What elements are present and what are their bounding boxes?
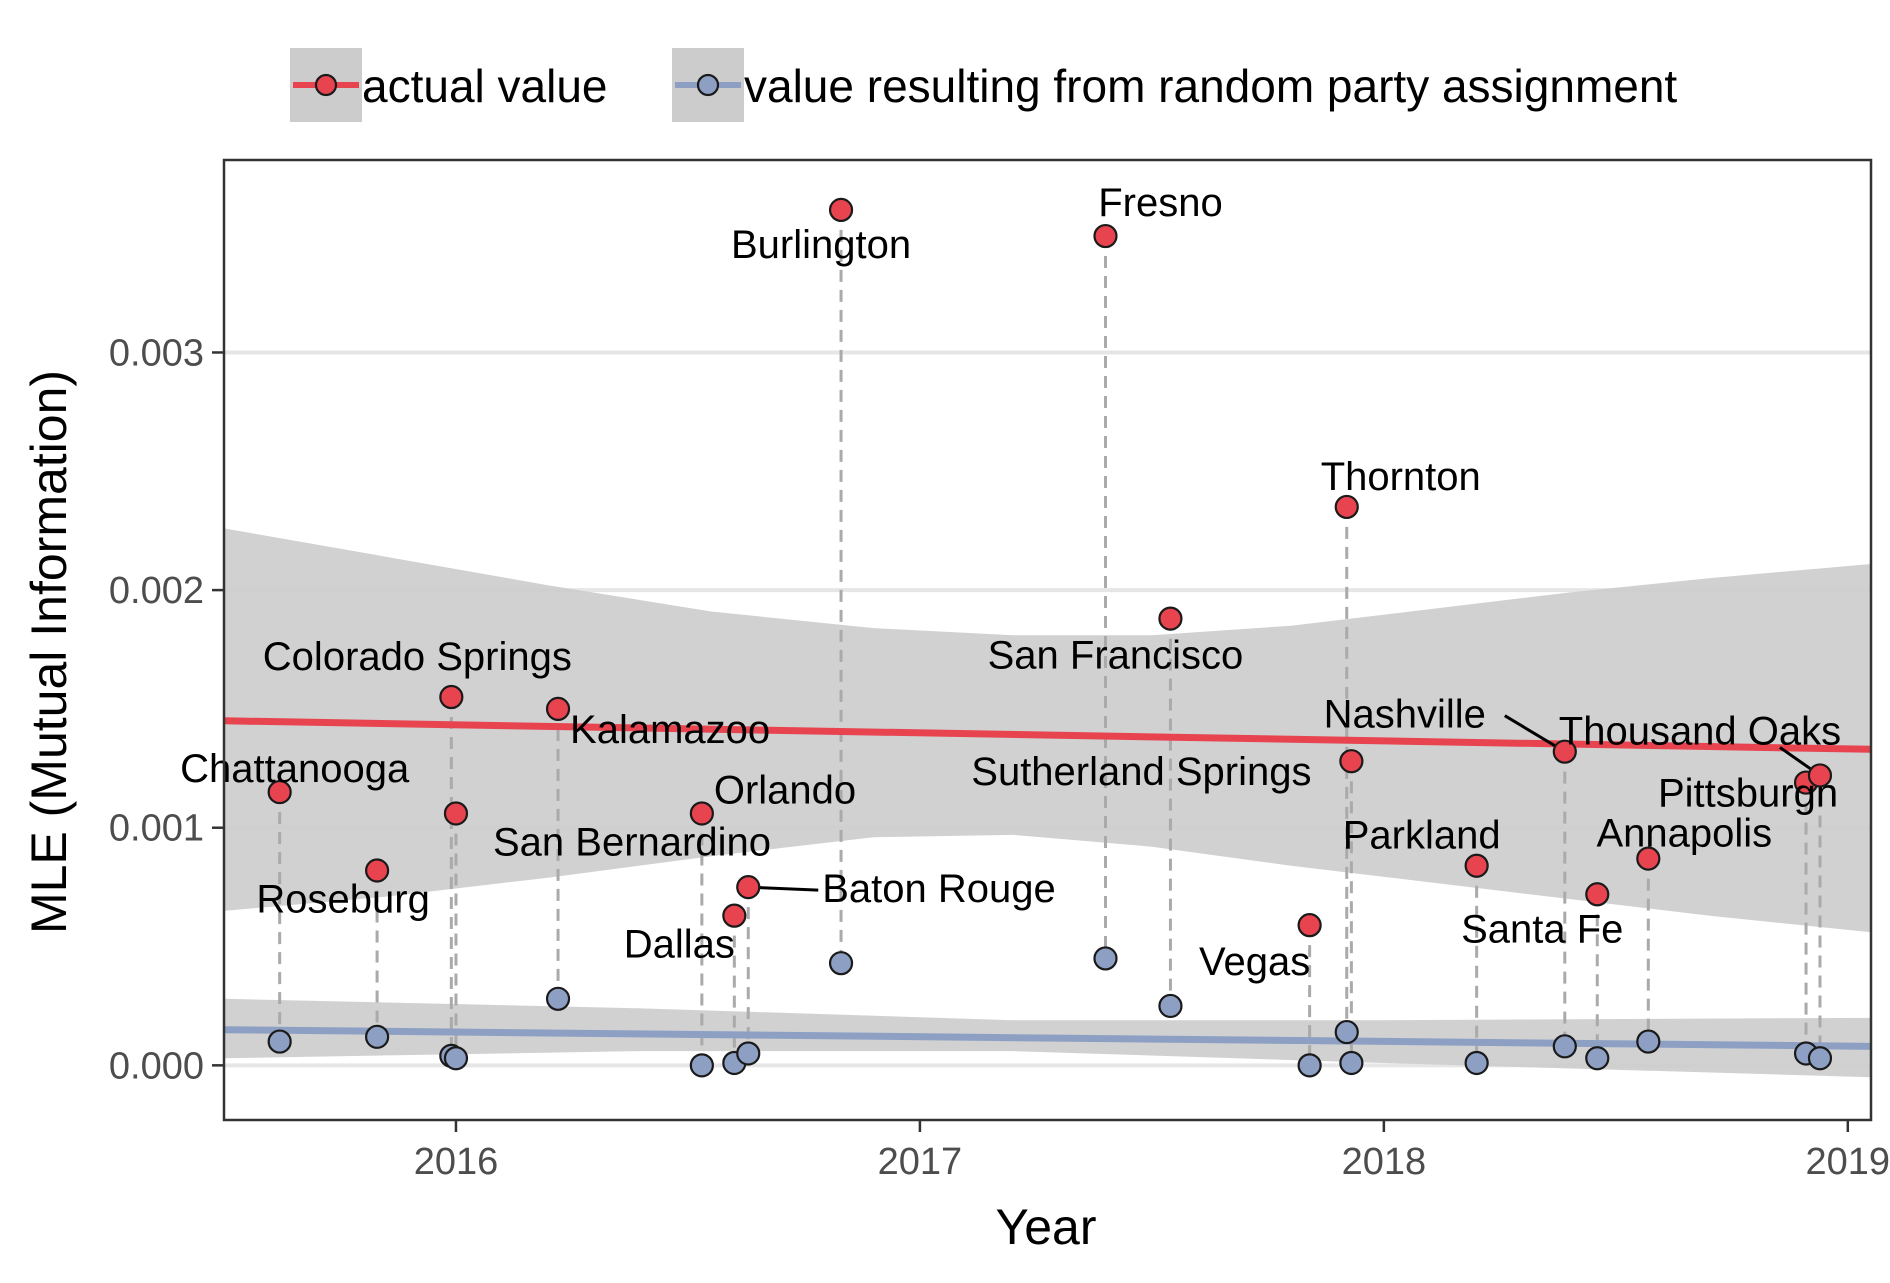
random-point-11 [1297,1053,1322,1078]
actual-point-3 [443,801,469,826]
city-label: Dallas [624,923,735,967]
x-tick-label: 2016 [414,1141,499,1183]
actual-point-7 [736,875,761,900]
city-label: Kalamazoo [570,708,770,752]
panel-border [222,158,1873,1122]
random-point-15 [1552,1034,1577,1059]
city-label: Annapolis [1596,812,1772,856]
x-tick-label: 2019 [1806,1141,1890,1183]
y-axis-title: MLE (Mutual Information) [21,370,77,934]
city-label: San Francisco [988,634,1244,678]
random-point-10 [1158,993,1183,1019]
x-tick-label: 2017 [878,1141,963,1183]
legend: actual value value resulting from random… [290,48,1677,122]
actual-point-4 [545,696,571,722]
actual-point-9 [1093,223,1118,249]
random-point-4 [545,986,571,1011]
x-tick-label: 2018 [1342,1141,1427,1183]
city-label: Vegas [1199,940,1310,984]
city-label: Parkland [1343,814,1501,858]
city-label: Thornton [1321,455,1481,499]
random-point-9 [1093,946,1118,971]
y-tick-label: 0.003 [109,332,204,374]
panel-content [224,209,1871,1078]
random-point-1 [365,1024,390,1049]
actual-point-1 [365,858,390,883]
city-label: Fresno [1098,181,1223,225]
legend-label-actual: actual value [362,60,608,112]
actual-point-8 [828,197,854,223]
random-point-14 [1464,1050,1489,1076]
y-tick-label: 0.001 [109,808,204,850]
city-label: San Bernardino [493,820,771,864]
actual-point-11 [1297,913,1322,938]
trend-line-actual [224,717,1871,753]
city-label: Thousand Oaks [1559,709,1841,753]
city-label: Orlando [714,768,856,812]
random-point-16 [1585,1046,1610,1071]
actual-point-14 [1464,853,1489,878]
random-point-8 [828,951,854,976]
random-point-3 [443,1046,469,1071]
legend-point-random [696,73,720,97]
random-point-19 [1807,1046,1833,1071]
random-point-17 [1636,1029,1661,1054]
actual-point-6 [722,903,747,928]
actual-point-0 [267,779,292,805]
city-label: Roseburg [256,877,429,921]
confidence-band-actual [224,528,1871,933]
city-label: Baton Rouge [822,867,1056,911]
city-label: Colorado Springs [263,635,572,679]
random-point-13 [1339,1050,1364,1076]
city-label: Chattanooga [180,747,410,791]
actual-point-5 [689,801,714,826]
plot-area: Chattanooga Roseburg Colorado Springs San B… [109,158,1890,1183]
random-point-0 [267,1029,292,1054]
actual-point-12 [1334,494,1359,520]
actual-point-19 [1807,763,1833,788]
actual-point-13 [1339,749,1364,774]
city-label: Pittsburgh [1658,772,1838,816]
legend-point-actual [314,73,338,97]
y-tick-label: 0.000 [109,1045,204,1087]
y-tick-label: 0.002 [109,570,204,612]
random-point-5 [689,1053,714,1078]
trend-line-random [224,1026,1871,1050]
legend-label-random: value resulting from random party assign… [744,60,1677,112]
city-label: Santa Fe [1461,907,1623,951]
x-axis-title: Year [995,1199,1096,1255]
random-point-7 [736,1041,761,1066]
actual-point-2 [439,684,464,710]
city-label: Sutherland Springs [971,750,1311,794]
city-label: Nashville [1324,693,1486,737]
actual-point-15 [1552,739,1577,764]
random-point-12 [1334,1019,1359,1045]
actual-point-16 [1585,882,1610,907]
city-label: Burlington [731,223,911,267]
actual-point-17 [1636,846,1661,871]
actual-point-10 [1158,606,1183,631]
